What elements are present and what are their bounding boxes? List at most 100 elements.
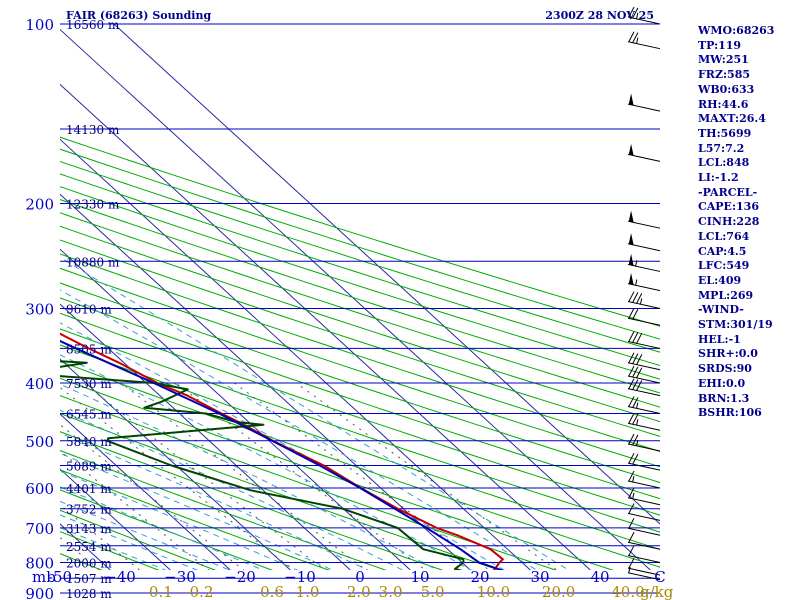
stat-item: CAP:4.5 bbox=[698, 244, 747, 258]
wind-barb-staff bbox=[627, 527, 661, 536]
moist-adiabat-line bbox=[60, 256, 570, 570]
mixing-ratio-label: 0.1 bbox=[149, 583, 173, 600]
wind-barb-full bbox=[632, 366, 639, 378]
height-label: 1028 m bbox=[66, 587, 112, 600]
wind-barb-full bbox=[632, 7, 639, 19]
wind-barb-full bbox=[632, 434, 639, 446]
isotherm-line bbox=[60, 138, 531, 570]
wind-barb-staff bbox=[627, 480, 661, 489]
wind-barb-full bbox=[632, 453, 639, 465]
wind-barb-full bbox=[628, 31, 635, 43]
temperature-line bbox=[60, 332, 504, 570]
wind-barb-full bbox=[628, 365, 635, 377]
height-label: 6545 m bbox=[66, 408, 112, 422]
pressure-tick-label: 100 bbox=[25, 16, 54, 34]
mixing-ratio-label: 0.2 bbox=[190, 583, 214, 600]
wind-barb-full bbox=[628, 557, 635, 569]
wind-barb-staff bbox=[627, 41, 661, 50]
stat-item: TH:5699 bbox=[698, 126, 752, 140]
wind-barb-staff bbox=[627, 422, 661, 431]
wind-barb-half bbox=[628, 566, 631, 573]
wind-barb-staff bbox=[627, 555, 661, 564]
wind-barb bbox=[627, 273, 661, 292]
pressure-tick-label: 300 bbox=[25, 301, 54, 319]
temperature-tick-label: 10 bbox=[410, 568, 429, 586]
wind-barb-staff bbox=[627, 16, 661, 25]
wind-barb-full bbox=[636, 332, 643, 344]
moist-adiabat-line bbox=[60, 452, 334, 570]
valid-time: 2300Z 28 NOV 25 bbox=[545, 9, 654, 22]
stat-item: STM:301/19 bbox=[698, 318, 773, 332]
wind-barb bbox=[627, 413, 661, 431]
stat-item: CINH:228 bbox=[698, 215, 760, 229]
wind-barb bbox=[627, 518, 661, 536]
wind-barb-flag bbox=[628, 210, 634, 223]
wind-barb bbox=[627, 566, 661, 581]
wind-barb-half bbox=[636, 439, 639, 446]
wind-barb-staff bbox=[627, 362, 661, 371]
wind-barb-staff bbox=[627, 317, 661, 326]
wind-barb-full bbox=[628, 308, 635, 319]
stat-item: TP:119 bbox=[698, 38, 742, 52]
temperature-tick-label: −20 bbox=[224, 568, 256, 586]
wind-barb-staff bbox=[627, 220, 661, 229]
wind-barb-staff bbox=[627, 103, 661, 112]
height-label: 5840 m bbox=[66, 435, 112, 449]
wind-barb bbox=[627, 352, 661, 371]
moist-adiabat-line bbox=[60, 470, 299, 570]
wind-barb bbox=[627, 557, 661, 576]
height-label: 2554 m bbox=[66, 540, 112, 554]
wind-barb-full bbox=[632, 353, 639, 364]
height-label: 3143 m bbox=[66, 522, 112, 536]
stat-item: RH:44.6 bbox=[698, 97, 749, 111]
wind-barb-staff bbox=[627, 541, 661, 550]
parcel-line bbox=[60, 339, 505, 570]
mixing-ratio-label: 20.0 bbox=[542, 583, 575, 600]
moist-adiabat-line bbox=[60, 289, 538, 570]
wind-barb-staff bbox=[627, 375, 661, 384]
wind-barb bbox=[627, 308, 661, 326]
wind-barb-half bbox=[636, 37, 639, 44]
wind-barb-flag bbox=[628, 233, 634, 245]
temperature-tick-label: −40 bbox=[104, 568, 136, 586]
isotherm-line bbox=[113, 24, 660, 525]
stat-item: BSHR:106 bbox=[698, 406, 762, 420]
wind-barb-staff bbox=[627, 153, 661, 162]
mixing-ratio-label: 2.0 bbox=[347, 583, 371, 600]
isobar-lines bbox=[60, 23, 660, 594]
dewpoint-line bbox=[60, 360, 465, 570]
temperature-tick-label: −10 bbox=[284, 568, 316, 586]
wind-barb-staff bbox=[627, 406, 661, 414]
pressure-axis-unit: mb bbox=[32, 568, 56, 586]
wind-barb-full bbox=[628, 532, 635, 543]
wind-barb-full bbox=[632, 413, 639, 425]
wind-barb-full bbox=[632, 332, 639, 343]
wind-barb-staff bbox=[627, 567, 661, 576]
height-label: 7530 m bbox=[66, 377, 112, 391]
height-label: 1507 m bbox=[66, 572, 112, 586]
wind-barb bbox=[627, 93, 661, 112]
wind-barb-staff bbox=[627, 497, 661, 506]
pressure-tick-label: 900 bbox=[25, 585, 54, 600]
moist-adiabat-line bbox=[60, 383, 439, 570]
wind-barb bbox=[627, 396, 661, 414]
wind-barb-full bbox=[632, 379, 639, 390]
wind-barb-staff bbox=[627, 443, 661, 452]
wind-barbs bbox=[627, 6, 661, 581]
wind-barb-full bbox=[628, 352, 635, 364]
wind-barb-full bbox=[632, 397, 639, 408]
stat-item: LCL:848 bbox=[698, 156, 750, 170]
wind-barb-half bbox=[636, 12, 639, 19]
wind-barb bbox=[627, 378, 661, 397]
stat-item: CAPE:136 bbox=[698, 200, 759, 214]
stat-item: LFC:549 bbox=[698, 259, 750, 273]
sounding-profiles bbox=[60, 332, 505, 570]
wind-barb bbox=[627, 452, 661, 471]
wind-barb-staff bbox=[627, 301, 661, 309]
height-label: 5089 m bbox=[66, 459, 112, 473]
axis-labels: 100200300400500600700800900100016560 m14… bbox=[25, 16, 673, 600]
stat-item: BRN:1.3 bbox=[698, 391, 750, 405]
isotherm-line bbox=[60, 193, 471, 570]
stat-item: WB0:633 bbox=[698, 82, 755, 96]
mixing-ratio-label: 40.0 bbox=[611, 583, 644, 600]
